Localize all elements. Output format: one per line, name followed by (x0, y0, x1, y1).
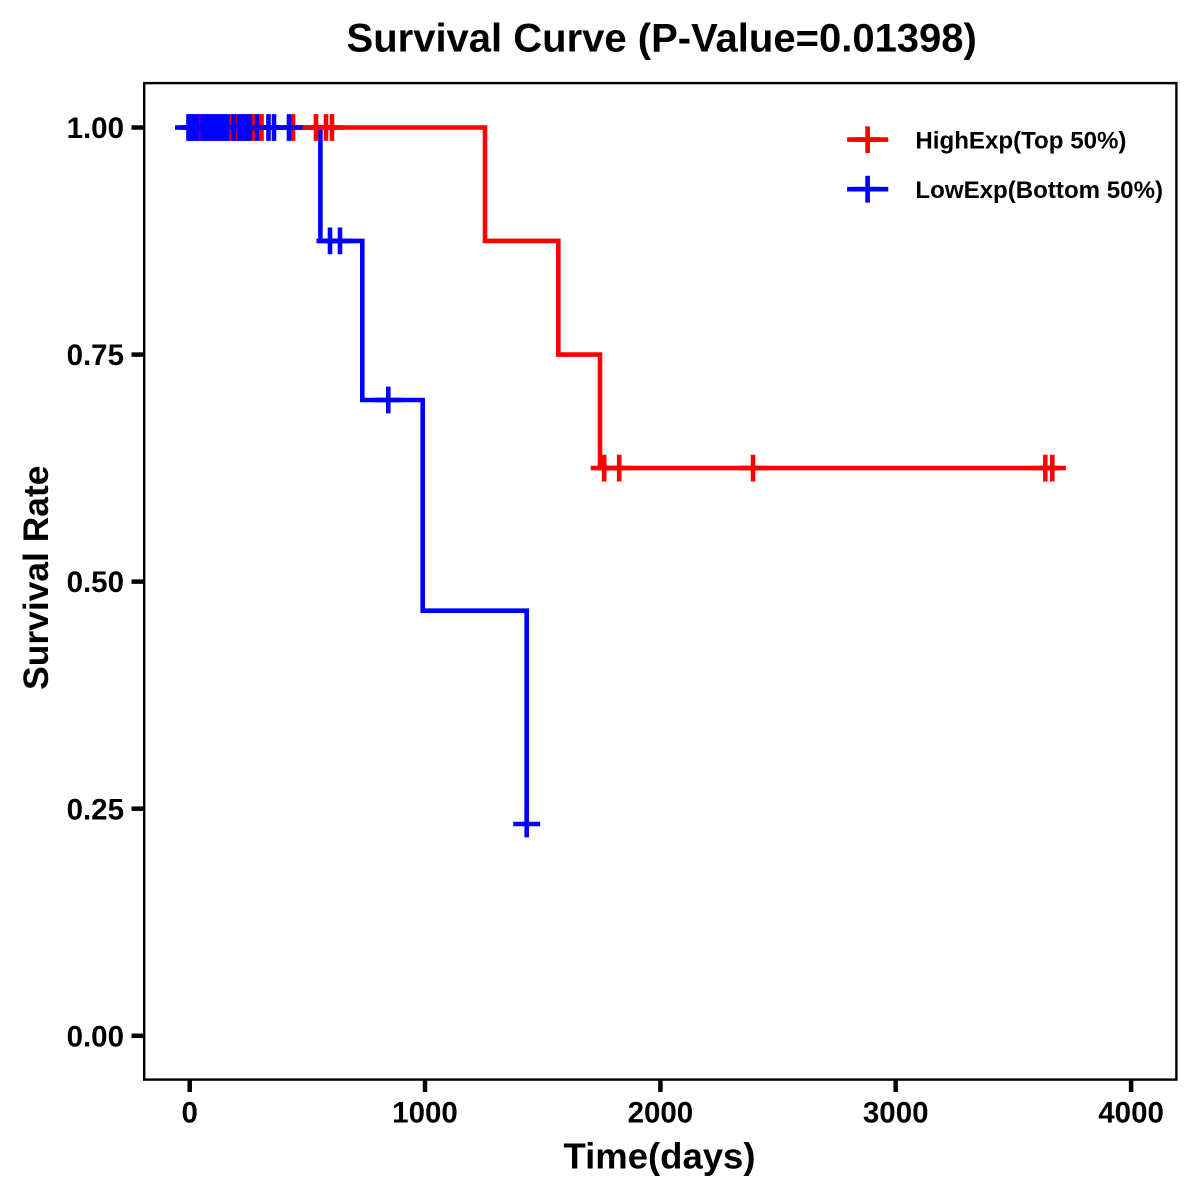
svg-text:Survival Curve (P-Value=0.0139: Survival Curve (P-Value=0.01398) (347, 16, 977, 60)
svg-text:0.50: 0.50 (67, 566, 124, 599)
svg-text:HighExp(Top 50%): HighExp(Top 50%) (915, 127, 1126, 154)
svg-text:0.75: 0.75 (67, 339, 124, 372)
svg-text:0.00: 0.00 (67, 1020, 124, 1053)
svg-text:1000: 1000 (392, 1097, 458, 1130)
svg-text:1.00: 1.00 (67, 112, 124, 145)
svg-text:LowExp(Bottom 50%): LowExp(Bottom 50%) (915, 177, 1163, 204)
svg-text:Time(days): Time(days) (563, 1136, 755, 1177)
svg-text:2000: 2000 (628, 1097, 694, 1130)
svg-text:0: 0 (181, 1097, 197, 1130)
svg-text:Survival Rate: Survival Rate (16, 466, 56, 690)
svg-text:0.25: 0.25 (67, 793, 124, 826)
svg-text:4000: 4000 (1098, 1097, 1164, 1130)
svg-text:3000: 3000 (863, 1097, 929, 1130)
